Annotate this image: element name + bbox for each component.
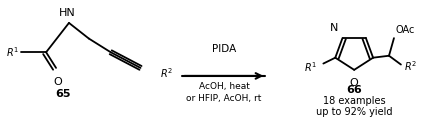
Text: 18 examples: 18 examples xyxy=(323,96,385,106)
Text: HN: HN xyxy=(59,8,75,18)
Text: AcOH, heat: AcOH, heat xyxy=(198,82,250,91)
Text: 65: 65 xyxy=(55,89,71,99)
Text: 66: 66 xyxy=(346,85,362,94)
Text: $R^2$: $R^2$ xyxy=(404,60,417,73)
Text: PIDA: PIDA xyxy=(212,44,236,54)
Text: $R^1$: $R^1$ xyxy=(6,45,19,59)
Text: $R^2$: $R^2$ xyxy=(160,66,173,80)
Text: N: N xyxy=(330,23,339,33)
Text: or HFIP, AcOH, rt: or HFIP, AcOH, rt xyxy=(186,93,262,102)
Text: O: O xyxy=(54,77,62,87)
Text: $R^1$: $R^1$ xyxy=(304,61,317,74)
Text: up to 92% yield: up to 92% yield xyxy=(316,107,392,117)
Text: OAc: OAc xyxy=(396,25,415,35)
Text: O: O xyxy=(350,78,358,88)
